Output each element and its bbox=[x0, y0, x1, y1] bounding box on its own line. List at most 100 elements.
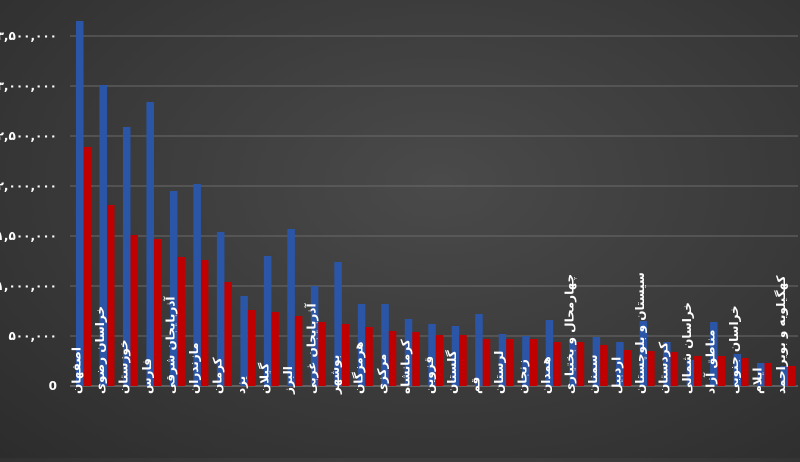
bar-series-2 bbox=[764, 363, 773, 386]
bar-series-1 bbox=[357, 304, 366, 386]
x-tick-label: اصفهان bbox=[70, 347, 84, 394]
bar-series-1 bbox=[451, 326, 460, 386]
bar-series-2 bbox=[200, 260, 209, 386]
x-tick-label: قزوین bbox=[422, 356, 437, 394]
bar-series-2 bbox=[247, 310, 256, 386]
bar-series-2 bbox=[341, 324, 350, 386]
x-tick-label: کرمان bbox=[210, 357, 224, 394]
bar-series-1 bbox=[522, 336, 530, 386]
bar-series-1 bbox=[780, 366, 789, 386]
x-tick-label: گیلان bbox=[257, 363, 271, 394]
x-tick-label: کردستان bbox=[657, 342, 671, 394]
y-tick-label: ۲,۵۰۰,۰۰۰ bbox=[0, 129, 57, 143]
bar-series-2 bbox=[130, 235, 138, 386]
bar-series-2 bbox=[717, 356, 726, 386]
y-tick-label: ۲,۰۰۰,۰۰۰ bbox=[0, 179, 57, 193]
bar-series-2 bbox=[553, 342, 561, 386]
x-tick-label: سیستان و بلوچستان bbox=[633, 272, 648, 394]
x-tick-label: فارس bbox=[140, 358, 154, 394]
bar-series-1 bbox=[616, 342, 624, 386]
bar-series-2 bbox=[694, 356, 702, 386]
y-tick-label: ۵۰۰,۰۰۰ bbox=[8, 329, 57, 343]
bar-series-2 bbox=[788, 366, 796, 386]
x-tick-label: خراسان رضوی bbox=[93, 306, 108, 394]
x-tick-label: مازندران bbox=[187, 342, 201, 394]
bar-series-2 bbox=[388, 331, 397, 386]
bar-series-1 bbox=[287, 229, 295, 386]
x-tick-label: آذربایجان غربی bbox=[303, 303, 318, 394]
bar-series-1 bbox=[240, 296, 248, 386]
bar-series-1 bbox=[639, 321, 648, 386]
bar-series-2 bbox=[506, 339, 514, 386]
bar-series-2 bbox=[741, 358, 749, 386]
x-tick-label: مناطق آزاد bbox=[703, 330, 718, 394]
bar-series-2 bbox=[412, 332, 420, 386]
bar-series-2 bbox=[459, 335, 467, 386]
x-tick-label: ایلام bbox=[751, 367, 766, 394]
bar-series-1 bbox=[76, 21, 84, 386]
x-tick-label: هرمزگان bbox=[351, 342, 365, 394]
y-tick-label: ۱,۵۰۰,۰۰۰ bbox=[0, 229, 57, 243]
bar-series-2 bbox=[365, 327, 373, 386]
bar-series-2 bbox=[318, 322, 326, 386]
bar-series-1 bbox=[404, 319, 413, 386]
bar-series-1 bbox=[710, 322, 718, 386]
x-tick-label: همدان bbox=[539, 356, 553, 394]
x-tick-label: یزد bbox=[234, 376, 248, 394]
x-tick-label: گلستان bbox=[445, 350, 459, 394]
bar-series-2 bbox=[670, 352, 679, 386]
bar-series-2 bbox=[647, 351, 655, 386]
bar-series-1 bbox=[99, 85, 107, 386]
x-tick-label: کرمانشاه bbox=[398, 339, 412, 394]
x-tick-label: خوزستان bbox=[116, 339, 131, 394]
bar-series-1 bbox=[263, 256, 272, 386]
x-tick-label: زنجان bbox=[516, 359, 530, 394]
bar-series-1 bbox=[686, 360, 695, 386]
y-tick-label: 0 bbox=[49, 379, 57, 393]
bar-series-1 bbox=[545, 320, 554, 386]
x-tick-label: خراسان جنوبی bbox=[727, 305, 742, 394]
y-tick-label: ۳,۰۰۰,۰۰۰ bbox=[0, 79, 57, 93]
bar-series-2 bbox=[106, 205, 115, 386]
bar-series-2 bbox=[271, 312, 279, 386]
x-tick-label: البرز bbox=[281, 366, 295, 395]
x-tick-label: قم bbox=[469, 377, 483, 394]
bar-series-2 bbox=[576, 342, 585, 386]
bar-series-1 bbox=[122, 127, 131, 386]
bar-series-2 bbox=[153, 239, 162, 386]
x-tick-label: مرکزی bbox=[375, 354, 389, 394]
bar-series-1 bbox=[334, 262, 342, 386]
bar-series-1 bbox=[475, 314, 483, 386]
bar-series-1 bbox=[757, 363, 765, 386]
bar-series-2 bbox=[177, 257, 185, 386]
bar-series-2 bbox=[224, 282, 232, 386]
x-tick-label: لرستان bbox=[492, 351, 506, 394]
bar-series-1 bbox=[733, 354, 742, 386]
x-tick-label: چهارمحال و بختیاری bbox=[563, 274, 578, 394]
bar-series-2 bbox=[294, 316, 303, 386]
bar-series-1 bbox=[663, 342, 671, 386]
x-tick-label: خراسان شمالی bbox=[680, 302, 694, 394]
x-tick-label: آذربایجان شرقی bbox=[162, 296, 177, 394]
bar-series-2 bbox=[435, 335, 444, 386]
bar-series-1 bbox=[592, 337, 601, 386]
x-tick-label: بوشهر bbox=[328, 355, 343, 395]
y-tick-label: ۳,۵۰۰,۰۰۰ bbox=[0, 29, 57, 43]
bar-series-1 bbox=[193, 184, 201, 386]
x-tick-label: سمنان bbox=[586, 355, 600, 395]
bar-series-1 bbox=[169, 191, 178, 386]
bar-series-2 bbox=[482, 339, 491, 386]
bar-series-1 bbox=[498, 334, 507, 386]
bar-series-1 bbox=[310, 286, 319, 386]
bar-series-1 bbox=[216, 232, 225, 386]
bar-series-2 bbox=[600, 345, 608, 386]
bar-series-2 bbox=[83, 147, 91, 386]
bar-series-1 bbox=[381, 304, 389, 386]
bar-series-2 bbox=[623, 350, 632, 386]
bar-series-1 bbox=[146, 102, 154, 386]
x-tick-label: اردبیل bbox=[610, 357, 624, 394]
bar-series-1 bbox=[428, 324, 436, 386]
y-tick-label: ۱,۰۰۰,۰۰۰ bbox=[0, 279, 57, 293]
